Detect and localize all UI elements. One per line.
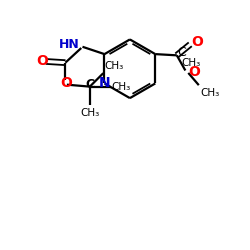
Text: CH₃: CH₃	[104, 61, 124, 71]
Text: N: N	[99, 76, 110, 90]
Text: O: O	[36, 54, 48, 68]
Text: HN: HN	[59, 38, 80, 51]
Text: CH₃: CH₃	[200, 88, 219, 98]
Text: CH₃: CH₃	[80, 108, 100, 118]
Text: O: O	[192, 35, 203, 49]
Text: C: C	[85, 78, 94, 91]
Text: CH₃: CH₃	[181, 58, 201, 68]
Text: O: O	[60, 76, 72, 90]
Text: CH₃: CH₃	[112, 82, 131, 92]
Text: O: O	[188, 65, 200, 79]
Text: C: C	[177, 46, 186, 60]
